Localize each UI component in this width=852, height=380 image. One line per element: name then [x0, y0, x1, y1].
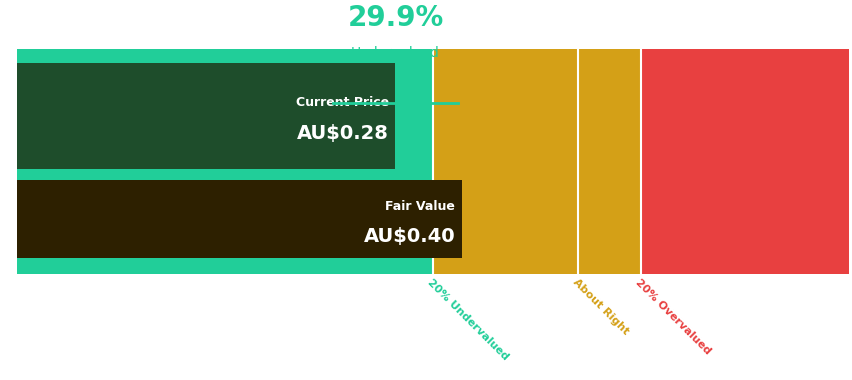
Text: Undervalued: Undervalued [351, 46, 440, 60]
Text: AU$0.40: AU$0.40 [363, 227, 455, 246]
Text: Fair Value: Fair Value [385, 200, 455, 213]
Text: 20% Undervalued: 20% Undervalued [425, 277, 510, 362]
Bar [17, 49, 432, 274]
Bar [432, 49, 578, 274]
Bar [640, 49, 848, 274]
Bar [578, 49, 640, 274]
Text: 20% Overvalued: 20% Overvalued [633, 277, 712, 356]
Text: About Right: About Right [571, 277, 630, 337]
Text: AU$0.28: AU$0.28 [296, 124, 389, 142]
Bar [17, 63, 395, 169]
Text: Current Price: Current Price [295, 96, 389, 109]
Text: 29.9%: 29.9% [347, 4, 443, 32]
Bar [17, 180, 462, 258]
